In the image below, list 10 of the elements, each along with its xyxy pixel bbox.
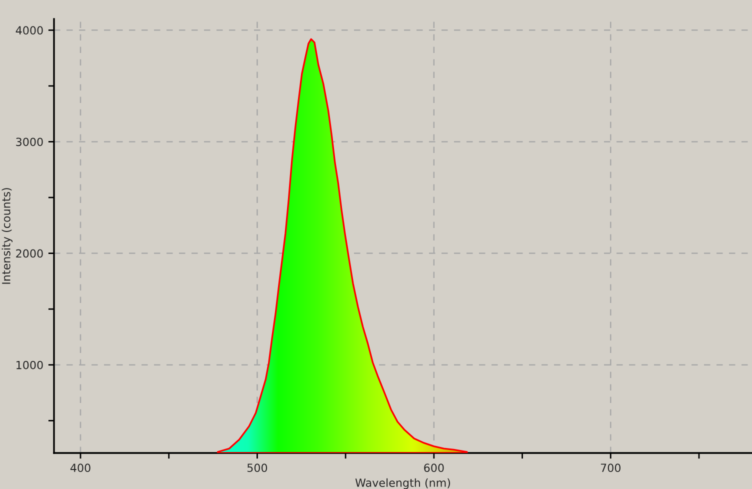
x-axis-title: Wavelength (nm)	[355, 478, 450, 489]
x-tick-label: 500	[247, 464, 268, 472]
y-tick-label: 1000	[16, 360, 43, 370]
y-tick-label: 4000	[16, 26, 43, 35]
x-tick-label: 400	[70, 464, 90, 472]
y-axis-title: Intensity (counts)	[2, 188, 13, 284]
x-tick-label: 700	[600, 464, 620, 472]
x-tick-label: 600	[424, 464, 444, 472]
y-tick-label: 2000	[16, 249, 43, 258]
y-tick-label: 3000	[16, 138, 43, 146]
